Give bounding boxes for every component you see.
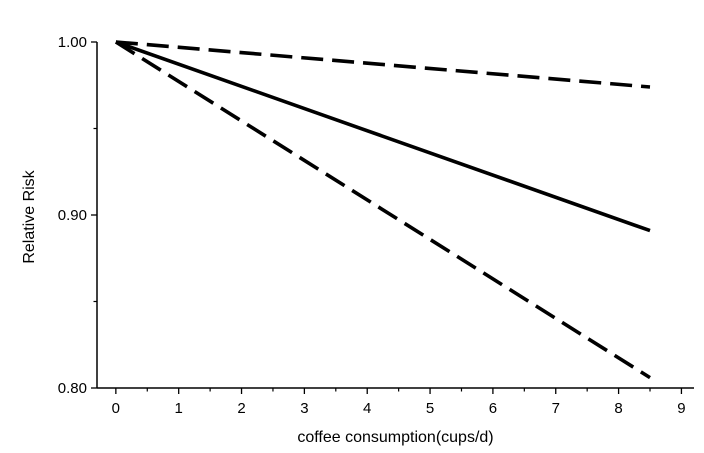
- x-tick-label: 7: [552, 400, 560, 417]
- x-tick-label: 1: [175, 400, 183, 417]
- series-line-3: [114, 40, 651, 380]
- x-axis-ticks: 0 1 2 3 4 5 6 7 8 9: [112, 388, 686, 417]
- x-tick-label: 5: [426, 400, 434, 417]
- x-tick-label: 9: [677, 400, 685, 417]
- y-axis-ticks: 0.80 0.90 1.00: [58, 34, 97, 397]
- y-tick-label: 1.00: [58, 34, 87, 51]
- series-line-2: [115, 40, 651, 233]
- x-axis-label: coffee consumption(cups/d): [297, 429, 493, 446]
- x-tick-label: 6: [489, 400, 497, 417]
- y-axis-label: Relative Risk: [21, 169, 38, 263]
- axes-layer: 0 1 2 3 4 5 6 7 8 9 0.80 0.90 1.00: [58, 34, 694, 417]
- x-tick-label: 4: [363, 400, 371, 417]
- series-layer: [114, 40, 651, 380]
- y-tick-label: 0.80: [58, 380, 87, 397]
- x-tick-label: 8: [614, 400, 622, 417]
- series-line-1: [115, 40, 651, 89]
- x-tick-label: 2: [237, 400, 245, 417]
- x-tick-label: 0: [112, 400, 120, 417]
- y-tick-label: 0.90: [58, 207, 87, 224]
- x-tick-label: 3: [300, 400, 308, 417]
